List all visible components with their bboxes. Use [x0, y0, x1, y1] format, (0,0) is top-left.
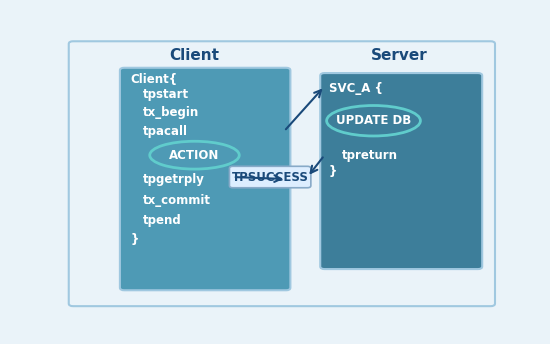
Text: }: } [329, 164, 337, 178]
Text: SVC_A {: SVC_A { [329, 83, 383, 95]
Text: tpgetrply: tpgetrply [144, 173, 205, 185]
Text: tx_begin: tx_begin [144, 106, 200, 119]
FancyBboxPatch shape [320, 73, 482, 269]
Text: tpstart: tpstart [144, 88, 189, 101]
Text: tpacall: tpacall [144, 125, 188, 138]
FancyBboxPatch shape [229, 166, 311, 188]
FancyBboxPatch shape [120, 68, 290, 290]
Text: TPSUCCESS: TPSUCCESS [232, 171, 309, 184]
Text: UPDATE DB: UPDATE DB [336, 114, 411, 127]
Text: }: } [130, 234, 139, 246]
Text: Client{: Client{ [130, 73, 178, 86]
Text: ACTION: ACTION [169, 149, 219, 162]
Text: Server: Server [371, 49, 427, 63]
Text: tpreturn: tpreturn [342, 149, 398, 162]
Text: tx_commit: tx_commit [144, 194, 211, 207]
Text: Client: Client [169, 49, 219, 63]
Text: tpend: tpend [144, 214, 182, 227]
